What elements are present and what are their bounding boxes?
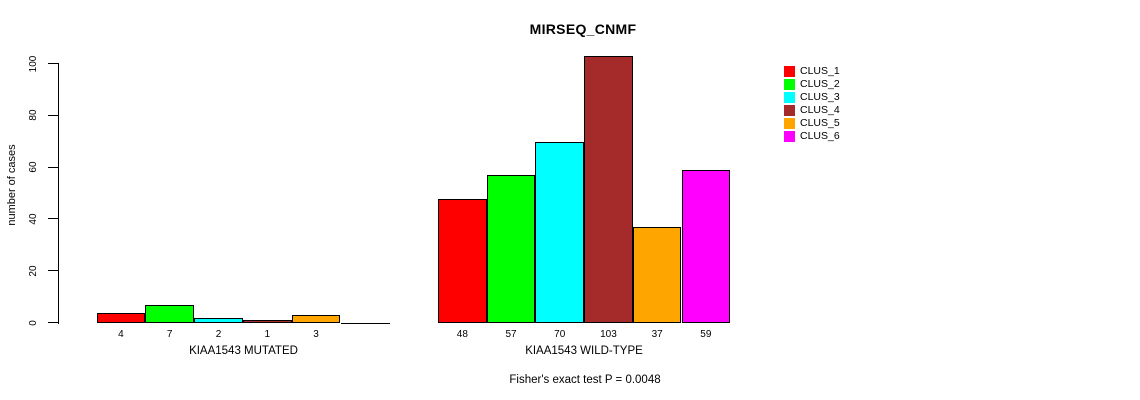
bar: [584, 56, 633, 323]
legend-label: CLUS_1: [800, 65, 840, 77]
y-tick-mark: [48, 114, 58, 116]
y-tick-mark: [48, 322, 58, 323]
bar: [291, 315, 341, 323]
bar-zero-height: [340, 322, 391, 324]
bar: [145, 305, 195, 323]
bar: [242, 320, 292, 323]
y-tick-label: 100: [28, 55, 39, 72]
bar: [632, 227, 682, 323]
y-tick-label: 60: [28, 161, 39, 173]
legend-swatch: [784, 66, 795, 77]
y-tick-label: 0: [28, 319, 39, 326]
legend-label: CLUS_5: [800, 117, 840, 129]
legend: CLUS_1 CLUS_2 CLUS_3 CLUS_4 CLUS_5 CLUS_6: [784, 65, 840, 143]
bar-value-label: 57: [505, 329, 517, 340]
group-label-mutated: KIAA1543 MUTATED: [189, 345, 298, 357]
y-tick-mark: [48, 63, 58, 64]
fisher-test-annotation: Fisher's exact test P = 0.0048: [509, 374, 661, 386]
bar-value-label: 70: [554, 329, 566, 340]
legend-item: CLUS_2: [784, 78, 840, 91]
legend-item: CLUS_3: [784, 91, 840, 104]
bar-value-label: 7: [166, 329, 173, 340]
legend-swatch: [784, 131, 795, 142]
legend-swatch: [784, 105, 795, 116]
bar: [96, 313, 146, 323]
legend-swatch: [784, 79, 795, 90]
legend-label: CLUS_2: [800, 78, 840, 90]
bar: [194, 318, 243, 323]
y-tick-mark: [48, 270, 58, 272]
bar-value-label: 2: [215, 329, 222, 340]
legend-item: CLUS_6: [784, 130, 840, 143]
chart-title: MIRSEQ_CNMF: [529, 21, 637, 37]
y-tick-label: 80: [28, 109, 39, 121]
legend-swatch: [784, 92, 795, 103]
bar-value-label: 37: [651, 329, 663, 340]
y-axis-label: number of cases: [6, 144, 18, 226]
y-tick-label: 40: [28, 213, 39, 225]
legend-swatch: [784, 118, 795, 129]
bar-value-label: 103: [600, 329, 617, 340]
legend-label: CLUS_4: [800, 104, 840, 116]
legend-item: CLUS_5: [784, 117, 840, 130]
legend-item: CLUS_4: [784, 104, 840, 117]
bar-value-label: 1: [264, 329, 271, 340]
y-tick-mark: [48, 218, 58, 220]
bar-value-label: 59: [700, 329, 712, 340]
legend-label: CLUS_6: [800, 130, 840, 142]
bar: [681, 170, 731, 323]
y-tick-label: 20: [28, 265, 39, 277]
bar: [486, 175, 536, 323]
legend-label: CLUS_3: [800, 91, 840, 103]
bar-value-label: 4: [118, 329, 124, 340]
bar-value-label: 3: [313, 329, 319, 340]
bar-value-label: 48: [456, 329, 468, 340]
bar: [535, 142, 585, 323]
group-label-wildtype: KIAA1543 WILD-TYPE: [525, 345, 643, 357]
legend-item: CLUS_1: [784, 65, 840, 78]
y-axis-line: [58, 63, 59, 324]
bar: [438, 199, 487, 323]
y-tick-mark: [48, 166, 58, 168]
